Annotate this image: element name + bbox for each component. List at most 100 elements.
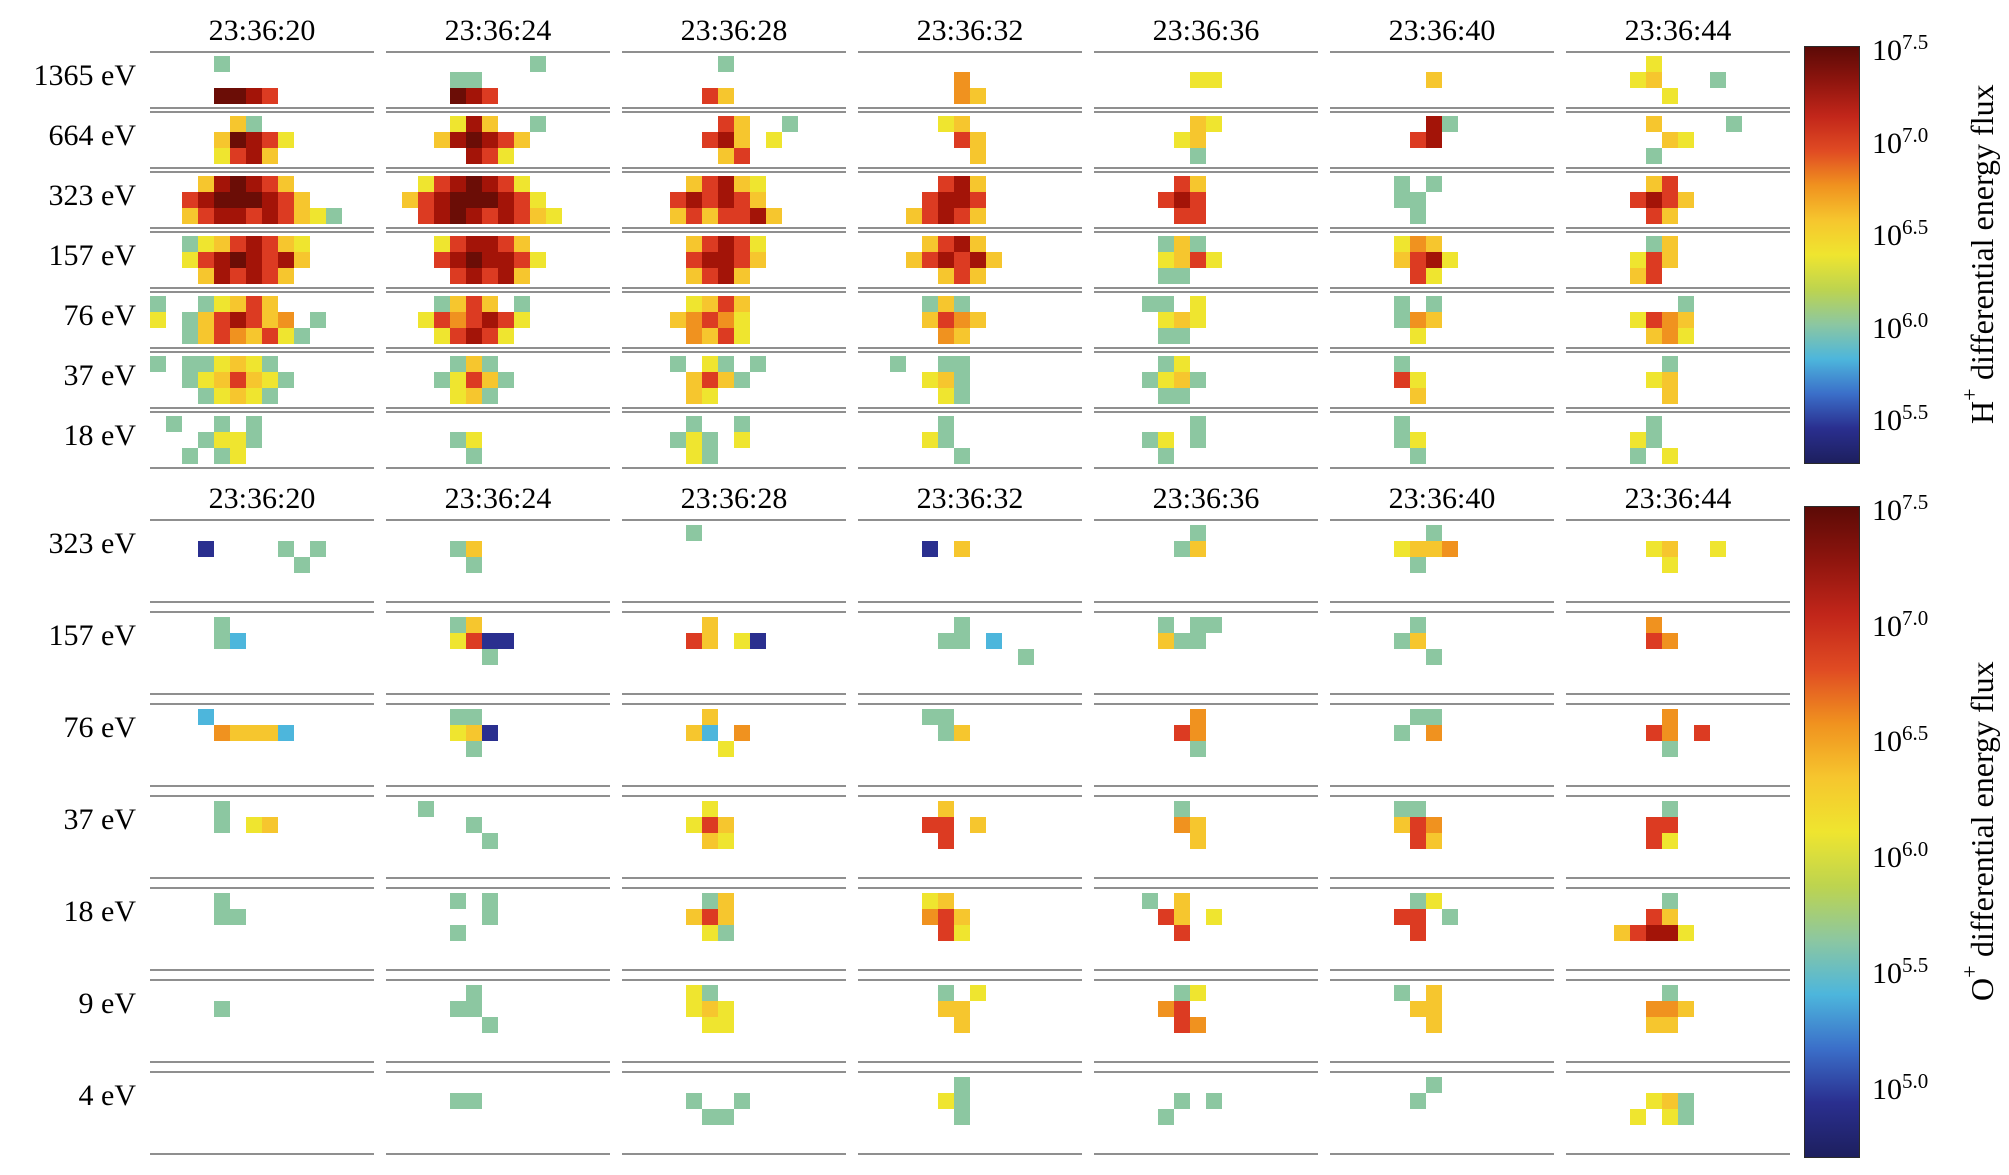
heatmap-cell [150, 356, 166, 372]
heatmap-cell [1662, 88, 1678, 104]
band-rule [858, 407, 1082, 409]
heatmap-cell [1174, 801, 1190, 817]
energy-band: 157 eV [0, 611, 2009, 695]
band-rule [1330, 111, 1554, 113]
heatmap-cell [246, 296, 262, 312]
heatmap-cell [1410, 709, 1426, 725]
heatmap-cell [214, 633, 230, 649]
heatmap-cell [1662, 741, 1678, 757]
heatmap-cell [214, 725, 230, 741]
heatmap-cell [938, 416, 954, 432]
heatmap-grid [1566, 525, 1790, 573]
heatmap-cell [954, 1001, 970, 1017]
band-rule [1330, 785, 1554, 787]
heatmap-grid [1566, 893, 1790, 941]
heatmap-cell [1662, 817, 1678, 833]
heatmap-cell [938, 985, 954, 1001]
heatmap-cell [970, 176, 986, 192]
heatmap-grid [386, 617, 610, 665]
heatmap-cell [718, 88, 734, 104]
heatmap-cell [1158, 252, 1174, 268]
heatmap-cell [214, 296, 230, 312]
flux-label-text: differential energy flux [1963, 83, 2000, 380]
heatmap-cell [954, 1017, 970, 1033]
heatmap-cell [1142, 432, 1158, 448]
band-rule [622, 1153, 846, 1155]
band-rule [386, 601, 610, 603]
heatmap-cell [230, 633, 246, 649]
heatmap-cell [514, 268, 530, 284]
heatmap-cell [702, 328, 718, 344]
heatmap-cell [938, 208, 954, 224]
heatmap-cell [734, 132, 750, 148]
band-rule [858, 351, 1082, 353]
band-rule [1094, 291, 1318, 293]
heatmap-cell [450, 541, 466, 557]
heatmap-cell [954, 312, 970, 328]
heatmap-cell [326, 208, 342, 224]
heatmap-cell [1174, 312, 1190, 328]
band-rule [1566, 519, 1790, 521]
heatmap-cell [1142, 372, 1158, 388]
band-rule [858, 467, 1082, 469]
heatmap-cell [734, 192, 750, 208]
heatmap-cell [450, 116, 466, 132]
heatmap-cell [1678, 925, 1694, 941]
heatmap-cell [278, 372, 294, 388]
band-rule [1330, 467, 1554, 469]
band-rule [1330, 969, 1554, 971]
heatmap-cell [1190, 252, 1206, 268]
heatmap-cell [1174, 725, 1190, 741]
heatmap-grid [386, 296, 610, 344]
heatmap-cell [686, 252, 702, 268]
energy-label: 323 eV [48, 179, 136, 212]
heatmap-cell [1662, 132, 1678, 148]
band-rule [1330, 351, 1554, 353]
heatmap-cell [434, 192, 450, 208]
heatmap-cell [970, 208, 986, 224]
heatmap-cell [262, 388, 278, 404]
band-rule [386, 407, 610, 409]
heatmap-cell [1630, 268, 1646, 284]
heatmap-cell [1662, 893, 1678, 909]
heatmap-cell [1410, 817, 1426, 833]
heatmap-cell [450, 709, 466, 725]
heatmap-cell [1426, 268, 1442, 284]
heatmap-cell [198, 176, 214, 192]
time-axis: 23:36:20 23:36:24 23:36:28 23:36:32 23:36:36… [150, 8, 2009, 51]
heatmap-cell [1662, 833, 1678, 849]
ion-symbol: O [1963, 977, 2000, 1002]
band-rule [1094, 107, 1318, 109]
heatmap-cell [1426, 312, 1442, 328]
band-rule [622, 347, 846, 349]
heatmap-grid [1094, 525, 1318, 573]
band-rule [1330, 107, 1554, 109]
band-rule [858, 171, 1082, 173]
band-rule [150, 969, 374, 971]
energy-label: 157 eV [48, 239, 136, 272]
band-rule [1566, 351, 1790, 353]
time-label: 23:36:20 [208, 14, 316, 47]
colorbar-tick: 105.0 [1872, 1068, 1929, 1106]
heatmap-grid [1094, 1077, 1318, 1125]
heatmap-cell [718, 893, 734, 909]
energy-band: 76 eV [0, 291, 2009, 349]
heatmap-grid [386, 525, 610, 573]
band-rule [858, 291, 1082, 293]
heatmap-cell [198, 236, 214, 252]
heatmap-cell [1646, 72, 1662, 88]
band-rule [1566, 227, 1790, 229]
heatmap-cell [1158, 372, 1174, 388]
colorbar-tick: 107.5 [1872, 30, 1929, 67]
band-rule [1566, 979, 1790, 981]
heatmap-cell [498, 236, 514, 252]
heatmap-cell [938, 633, 954, 649]
heatmap-cell [1410, 925, 1426, 941]
heatmap-grid [858, 116, 1082, 164]
heatmap-cell [718, 833, 734, 849]
heatmap-cell [1646, 372, 1662, 388]
heatmap-cell [230, 268, 246, 284]
heatmap-cell [198, 388, 214, 404]
heatmap-cell [1158, 296, 1174, 312]
band-rule [1566, 231, 1790, 233]
